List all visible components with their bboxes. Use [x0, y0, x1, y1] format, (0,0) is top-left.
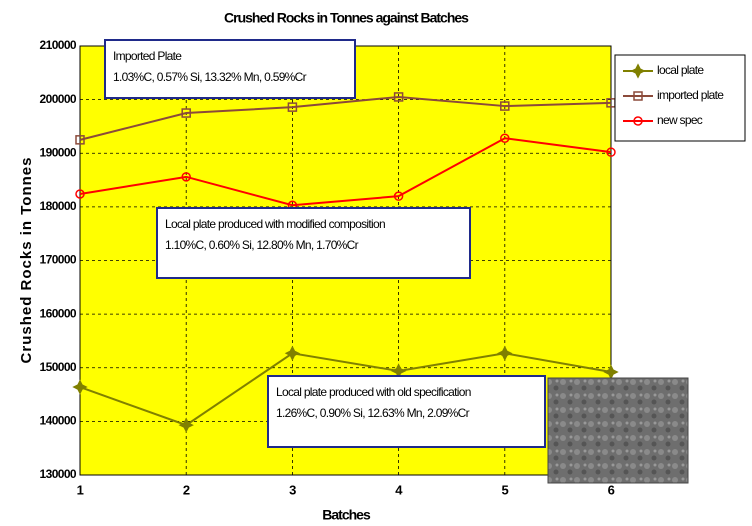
y-tick-label: 190000 — [40, 145, 77, 159]
x-tick-label: 2 — [183, 482, 190, 497]
annotation-title: Local plate produced with modified compo… — [165, 217, 385, 231]
legend-label: new spec — [657, 113, 703, 127]
y-tick-label: 200000 — [40, 92, 77, 106]
marker — [178, 417, 194, 433]
marker — [633, 116, 643, 126]
overlays: local plate imported plate new spec Importe… — [104, 39, 746, 448]
marker — [75, 135, 85, 145]
legend-label: imported plate — [657, 88, 724, 102]
y-tick-label: 140000 — [40, 414, 77, 428]
y-tick-label: 150000 — [40, 360, 77, 374]
legend-label: local plate — [657, 63, 704, 77]
marker — [75, 189, 85, 199]
annotation-title: Imported Plate — [113, 49, 182, 63]
y-axis-label: Crushed Rocks in Tonnes — [18, 157, 35, 364]
marker — [181, 172, 191, 182]
marker — [393, 92, 404, 102]
marker — [497, 345, 513, 361]
marker — [393, 191, 404, 201]
marker — [606, 147, 616, 157]
y-tick-label: 130000 — [40, 467, 77, 481]
marker — [500, 101, 510, 111]
series-line — [79, 137, 612, 207]
x-tick-label: 4 — [395, 482, 403, 497]
marker — [287, 102, 298, 112]
x-tick-label: 1 — [77, 482, 84, 497]
series-line — [79, 95, 612, 141]
marker — [72, 379, 88, 395]
marker — [500, 133, 510, 143]
marker — [284, 345, 301, 361]
annotation-text: 1.10%C, 0.60% Si, 12.80% Mn, 1.70%Cr — [165, 238, 359, 252]
marker — [633, 91, 643, 101]
marker — [181, 108, 191, 118]
y-tick-label: 210000 — [40, 38, 77, 52]
annotation-text: 1.26%C, 0.90% Si, 12.63% Mn, 2.09%Cr — [276, 406, 470, 420]
annotation-box — [156, 207, 471, 279]
series-line — [79, 352, 612, 427]
micrograph-image — [547, 377, 689, 484]
annotation-box — [267, 375, 546, 448]
y-tick-label: 160000 — [40, 306, 77, 320]
annotation-box — [104, 39, 356, 99]
y-tick-label: 170000 — [40, 253, 77, 267]
x-tick-label: 6 — [608, 482, 615, 497]
annotation-title: Local plate produced with old specificat… — [276, 385, 471, 399]
x-tick-label: 5 — [501, 482, 508, 497]
annotation-text: 1.03%C, 0.57% Si, 13.32% Mn, 0.59%Cr — [113, 70, 307, 84]
x-axis-label: Batches — [322, 507, 371, 523]
x-tick-label: 3 — [289, 482, 296, 497]
chart-title: Crushed Rocks in Tonnes against Batches — [224, 10, 469, 26]
y-tick-label: 180000 — [40, 199, 77, 213]
marker — [630, 63, 646, 79]
